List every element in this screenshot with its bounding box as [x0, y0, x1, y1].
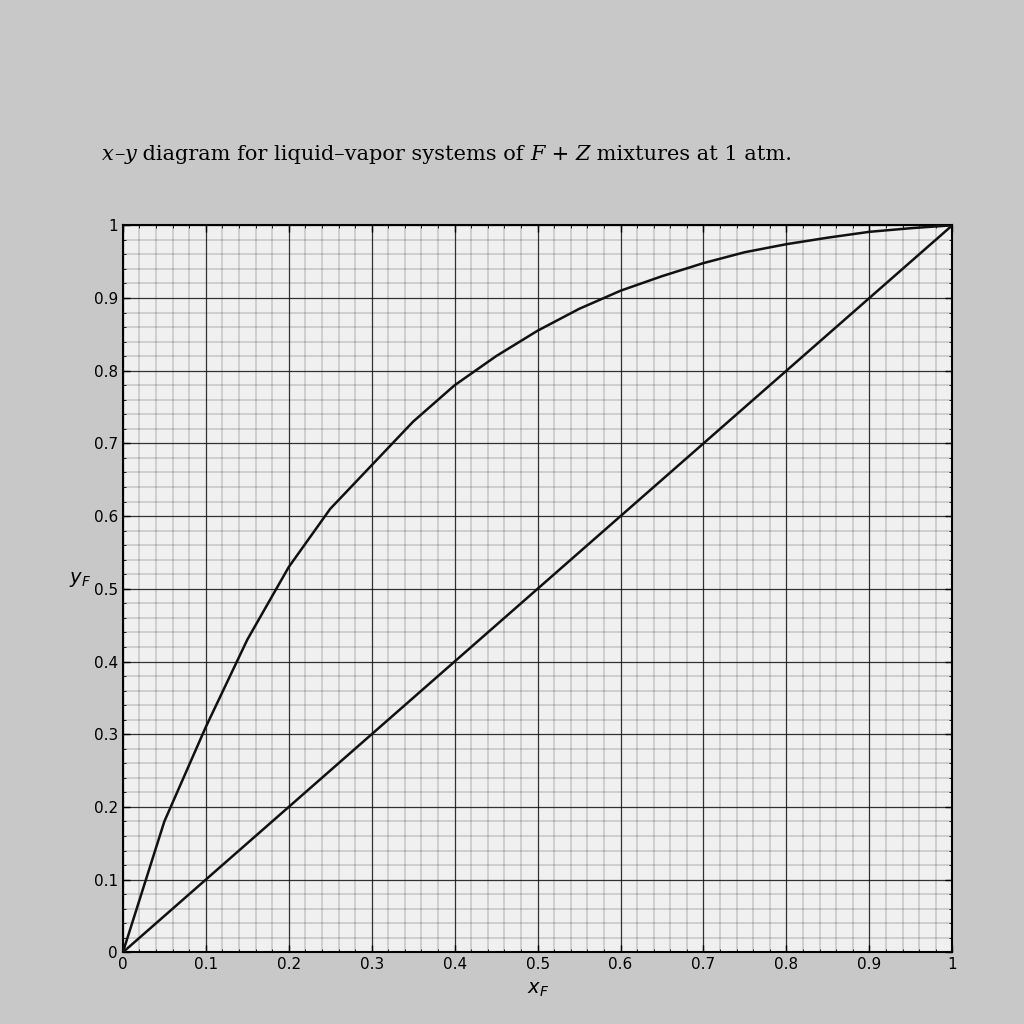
Text: –: – [114, 144, 125, 164]
Text: x: x [102, 144, 114, 164]
Text: F: F [530, 144, 545, 164]
Text: diagram for liquid–vapor systems of: diagram for liquid–vapor systems of [136, 144, 530, 164]
Text: diagram for liquid–vapor systems of: diagram for liquid–vapor systems of [136, 144, 530, 164]
Text: mixtures at 1 atm.: mixtures at 1 atm. [590, 144, 793, 164]
Y-axis label: $y_F$: $y_F$ [69, 569, 91, 589]
Text: +: + [545, 144, 575, 164]
Text: Z: Z [575, 144, 590, 164]
Text: –: – [114, 144, 125, 164]
Text: +: + [545, 144, 575, 164]
Text: Z: Z [575, 144, 590, 164]
X-axis label: $x_F$: $x_F$ [526, 981, 549, 998]
Text: y: y [125, 144, 136, 164]
Text: F: F [530, 144, 545, 164]
Text: x: x [102, 144, 114, 164]
Text: y: y [125, 144, 136, 164]
Text: mixtures at 1 atm.: mixtures at 1 atm. [590, 144, 793, 164]
